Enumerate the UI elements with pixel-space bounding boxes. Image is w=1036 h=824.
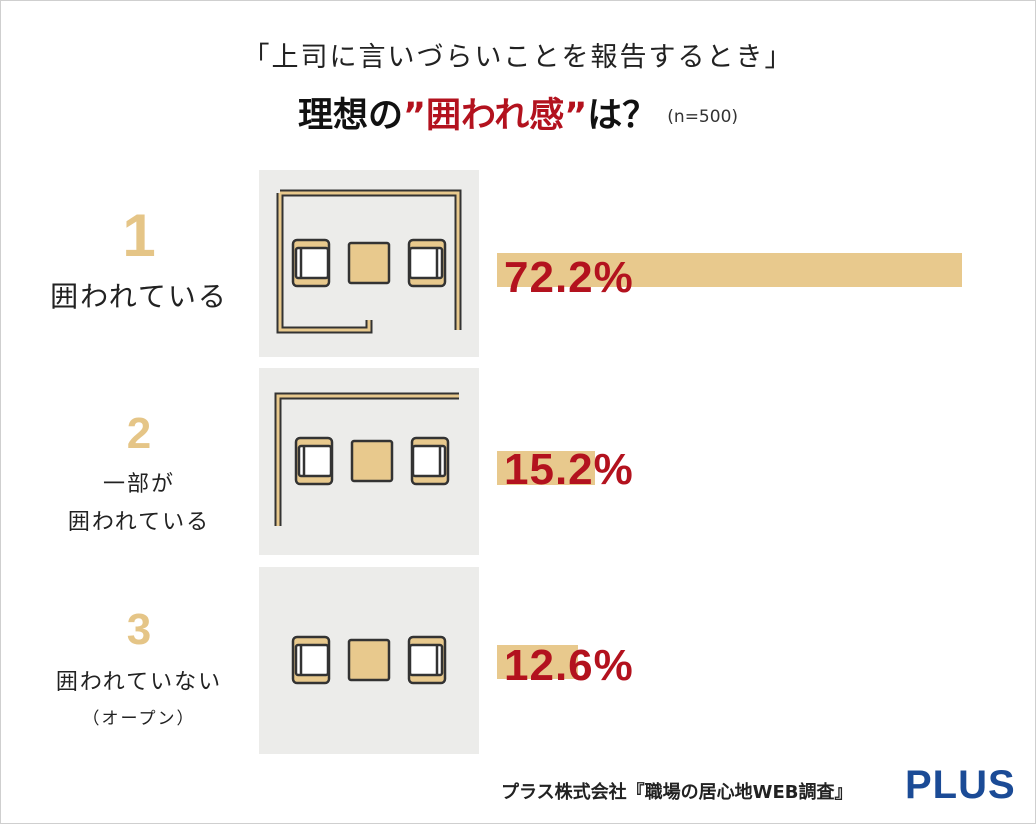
title-suffix: は？ [587, 96, 658, 136]
rank-number: 3 [126, 605, 152, 654]
armchair-icon [294, 436, 334, 486]
armchair-icon [291, 238, 331, 288]
bar [497, 451, 595, 485]
open-meeting-space-icon [259, 567, 479, 754]
table-icon [347, 241, 391, 285]
row-label-line-2: 囲われている [67, 510, 211, 535]
row-label-line-1: 囲われていない [55, 670, 223, 695]
brand-logo: PLUS [905, 763, 1016, 807]
armchair-icon [291, 635, 331, 685]
source-credit: プラス株式会社『職場の居心地WEB調査』 [501, 782, 853, 803]
table-icon [350, 439, 394, 483]
bar [497, 253, 962, 287]
title-line-2: 理想の”囲われ感”は？ (n=500) [1, 87, 1035, 138]
rank-number: 1 [122, 202, 156, 269]
bar [497, 645, 578, 679]
rank-number: 2 [126, 409, 152, 458]
title-prefix: 理想の [297, 96, 403, 136]
sample-size: (n=500) [667, 107, 739, 127]
value-label: 15.2% [504, 445, 634, 494]
value-label: 12.6% [504, 641, 634, 690]
armchair-icon [407, 238, 447, 288]
value-label: 72.2% [504, 253, 634, 302]
armchair-icon [407, 635, 447, 685]
partially-enclosed-meeting-space-icon [259, 368, 479, 555]
row-label-line-2: （オープン） [82, 709, 196, 729]
table-icon [347, 638, 391, 682]
fully-enclosed-meeting-space-icon [259, 170, 479, 357]
row-label-line-1: 一部が [102, 472, 175, 497]
title-highlight: ”囲われ感” [403, 96, 588, 136]
armchair-icon [410, 436, 450, 486]
title-line-1: 「上司に言いづらいことを報告するとき」 [242, 42, 794, 73]
row-label: 囲われている [50, 280, 228, 313]
